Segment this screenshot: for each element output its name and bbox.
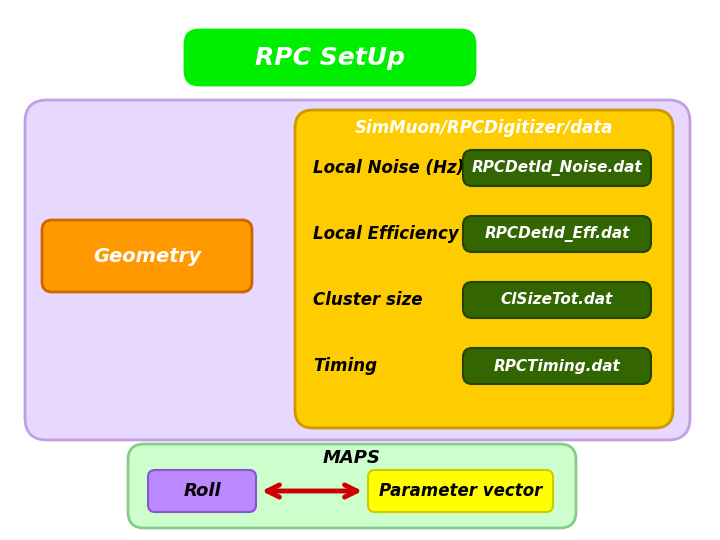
Text: Roll: Roll [183,482,221,500]
Text: RPC SetUp: RPC SetUp [255,45,405,70]
FancyBboxPatch shape [463,282,651,318]
Text: Geometry: Geometry [93,246,201,266]
FancyBboxPatch shape [463,150,651,186]
Text: Local Noise (Hz): Local Noise (Hz) [313,159,464,177]
Text: MAPS: MAPS [323,449,381,467]
FancyBboxPatch shape [368,470,553,512]
Text: Cluster size: Cluster size [313,291,423,309]
Text: ClSizeTot.dat: ClSizeTot.dat [501,293,613,307]
Text: RPCDetId_Eff.dat: RPCDetId_Eff.dat [485,226,630,242]
FancyBboxPatch shape [128,444,576,528]
FancyBboxPatch shape [463,216,651,252]
FancyBboxPatch shape [42,220,252,292]
FancyBboxPatch shape [148,470,256,512]
Text: RPCTiming.dat: RPCTiming.dat [494,359,621,374]
Text: RPCDetId_Noise.dat: RPCDetId_Noise.dat [472,160,642,176]
FancyBboxPatch shape [25,100,690,440]
Text: Timing: Timing [313,357,377,375]
FancyBboxPatch shape [185,30,475,85]
Text: SimMuon/RPCDigitizer/data: SimMuon/RPCDigitizer/data [355,119,613,137]
Text: Parameter vector: Parameter vector [379,482,542,500]
Text: Local Efficiency: Local Efficiency [313,225,459,243]
FancyBboxPatch shape [463,348,651,384]
FancyBboxPatch shape [295,110,673,428]
